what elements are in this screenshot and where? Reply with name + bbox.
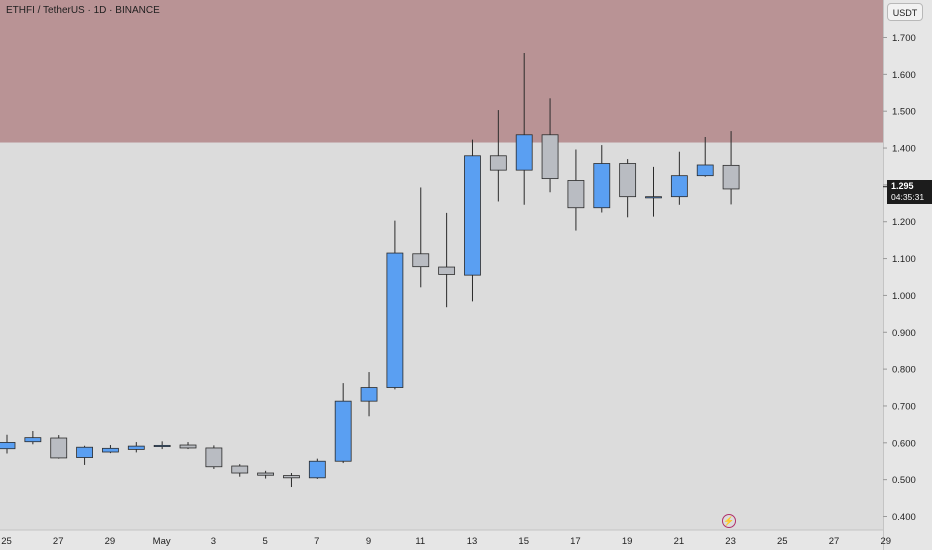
candle-body [619,163,637,198]
x-tick-label: 11 [415,536,425,547]
y-tick-label: 1.100 [892,254,916,265]
candle-body [645,196,662,199]
last-price-value: 1.295 [891,181,914,191]
candle-body [0,442,16,450]
time-axis-panel [0,530,883,550]
candle-body [541,134,559,180]
candle-body [464,155,481,276]
candle-body [567,180,585,209]
x-tick-label: 23 [725,536,736,547]
candle-body [696,164,714,177]
candle-body [205,447,223,468]
candle-body [334,400,352,462]
x-tick-label: 17 [570,536,581,547]
y-tick-label: 1.500 [892,107,916,118]
candle-body [438,266,456,275]
symbol-title[interactable]: ETHFI / TetherUS · 1D · BINANCE [6,5,160,16]
candle-body [360,387,378,402]
candle-body [102,447,119,453]
lightning-icon[interactable]: ⚡ [722,514,736,528]
candle-body [412,253,430,268]
x-tick-label: 19 [622,536,633,547]
y-tick-label: 0.600 [892,438,916,449]
x-tick-label: 27 [829,536,840,547]
y-tick-label: 1.400 [892,144,916,155]
y-tick-label: 1.200 [892,217,916,228]
candle-body [127,445,145,450]
x-tick-label: 27 [53,536,64,547]
resistance-zone [0,0,883,143]
x-tick-label: May [153,536,171,547]
candle-body [308,460,326,479]
candle-body [179,444,197,449]
x-tick-label: 13 [467,536,478,547]
bar-countdown: 04:35:31 [891,192,925,202]
candle-body [670,175,688,198]
x-tick-label: 21 [674,536,685,547]
candle-body [76,446,93,458]
y-tick-label: 0.800 [892,365,916,376]
candle-body [722,164,740,190]
x-tick-label: 25 [1,536,12,547]
candle-body [593,163,611,209]
price-axis-panel [883,0,932,550]
candle-body [50,437,68,459]
y-tick-label: 1.600 [892,70,916,81]
candle-body [153,444,171,447]
x-tick-label: 9 [366,536,371,547]
candle-body [231,465,249,474]
candle-body [257,472,275,476]
y-tick-label: 0.700 [892,401,916,412]
y-tick-label: 1.000 [892,291,916,302]
y-tick-label: 0.400 [892,512,916,523]
y-tick-label: 0.900 [892,328,916,339]
x-tick-label: 25 [777,536,788,547]
candle-body [24,437,42,443]
y-tick-label: 0.500 [892,475,916,486]
candle-body [386,252,404,388]
x-tick-label: 29 [105,536,116,547]
y-tick-label: 1.700 [892,33,916,44]
x-tick-label: 5 [262,536,267,547]
x-tick-label: 29 [880,536,891,547]
last-price-label: 1.295 04:35:31 [887,180,932,204]
x-tick-label: 3 [211,536,216,547]
candle-body [283,475,300,479]
x-tick-label: 15 [518,536,529,547]
x-tick-label: 7 [314,536,319,547]
currency-selector[interactable]: USDT [887,3,923,21]
candle-body [489,155,507,171]
candle-body [515,134,533,171]
